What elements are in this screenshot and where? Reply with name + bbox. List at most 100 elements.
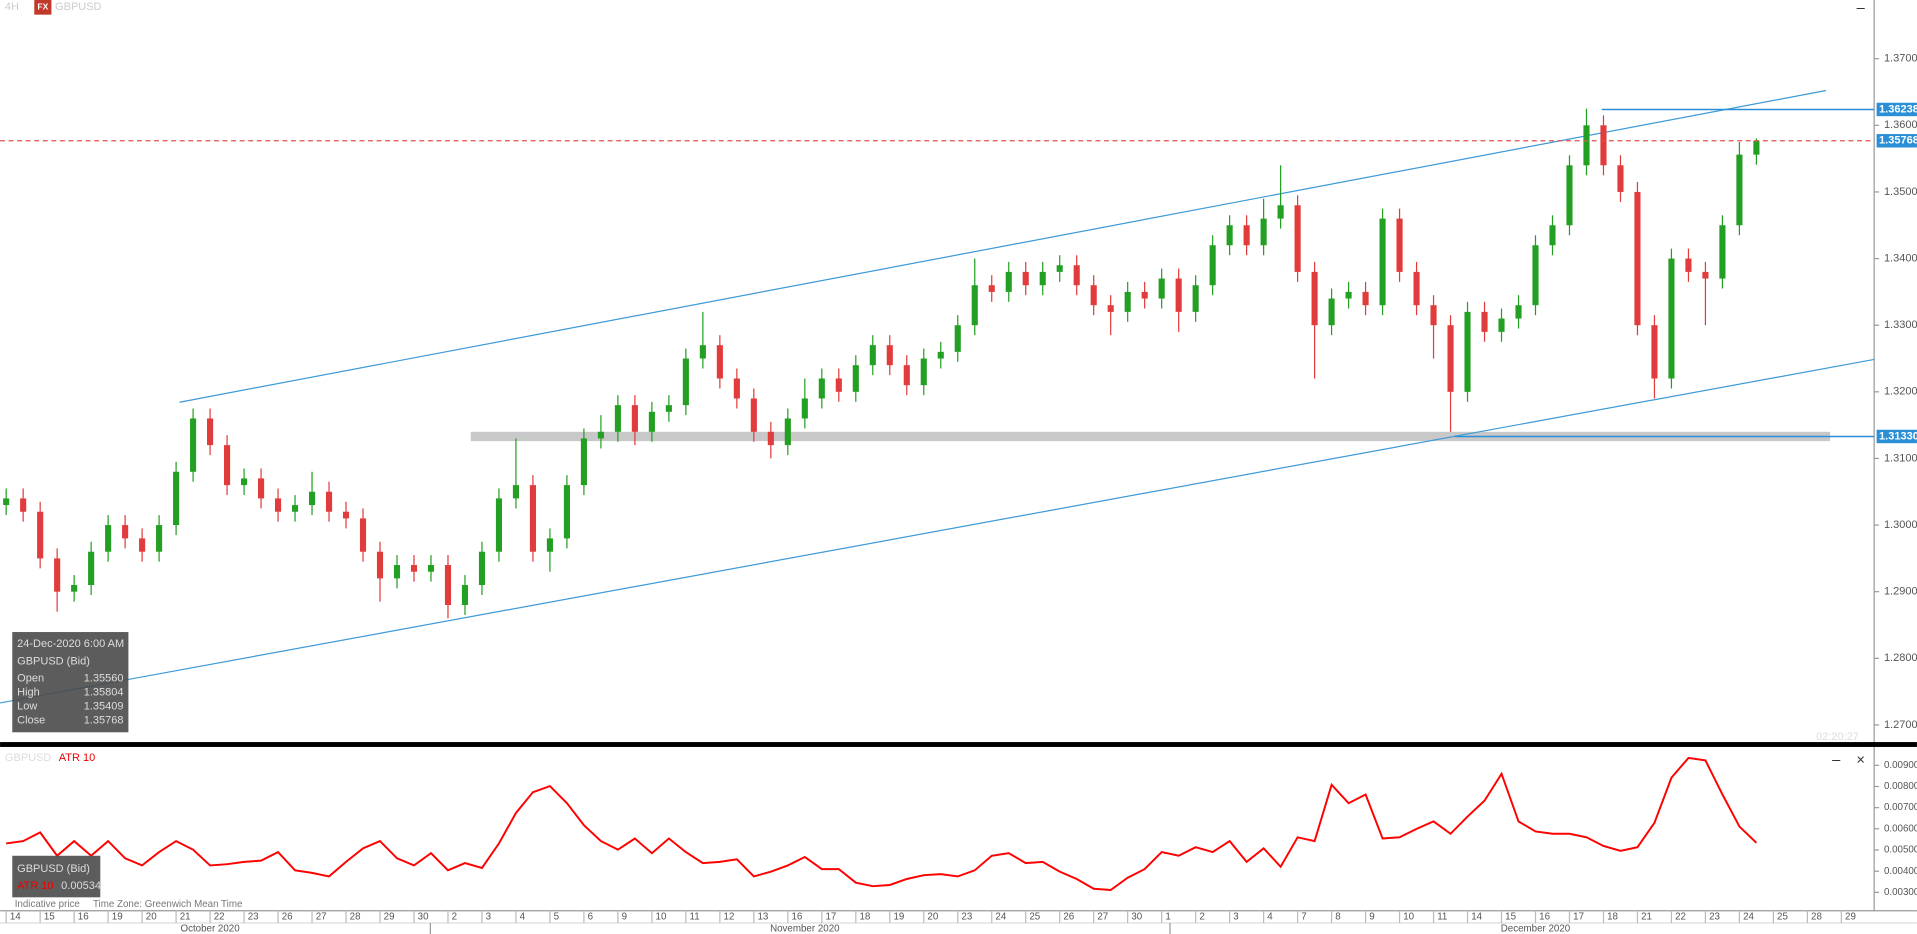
x-tick-label: 23 xyxy=(961,911,972,922)
candle-body xyxy=(1702,271,1709,279)
panel-divider xyxy=(0,742,1917,747)
x-tick-label: 20 xyxy=(146,911,157,922)
x-tick-label: 6 xyxy=(588,911,593,922)
x-tick-label: 11 xyxy=(1437,911,1447,922)
x-tick-label: 15 xyxy=(1505,911,1516,922)
month-label: December 2020 xyxy=(1501,924,1571,934)
x-tick-label: 25 xyxy=(1777,911,1788,922)
y-tick-label: 0.00700 xyxy=(1884,802,1917,813)
candle-body xyxy=(903,365,910,386)
info-symbol: GBPUSD (Bid) xyxy=(17,655,90,667)
y-tick-label: 1.33000 xyxy=(1884,319,1917,331)
x-tick-label: 19 xyxy=(112,911,123,922)
y-tick-label: 1.32000 xyxy=(1884,386,1917,398)
x-tick-label: 10 xyxy=(1403,911,1414,922)
candle-body xyxy=(105,525,112,552)
y-tick-label: 0.00600 xyxy=(1884,823,1917,834)
price-label-bg xyxy=(1876,134,1917,148)
candle-body xyxy=(699,345,706,359)
atr-info-symbol: GBPUSD (Bid) xyxy=(17,863,90,875)
price-label: 1.35768 xyxy=(1879,135,1917,147)
candle-body xyxy=(971,285,978,326)
x-tick-label: 18 xyxy=(1607,911,1618,922)
info-label: High xyxy=(17,686,40,698)
candle-body xyxy=(1141,291,1148,299)
info-value: 1.35768 xyxy=(84,715,124,727)
candle-body xyxy=(563,485,570,539)
candle-body xyxy=(1039,271,1046,286)
zone xyxy=(470,431,1831,442)
x-tick-label: 3 xyxy=(486,911,491,922)
candle-body xyxy=(308,491,316,506)
y-tick-label: 1.27000 xyxy=(1884,719,1917,731)
x-tick-label: 30 xyxy=(1131,911,1142,922)
info-label: Low xyxy=(17,701,37,713)
candle-body xyxy=(767,431,774,446)
atr-symbol: GBPUSD xyxy=(5,752,52,764)
x-tick-label: 3 xyxy=(1233,911,1238,922)
candle-body xyxy=(257,478,265,499)
x-tick-label: 29 xyxy=(384,911,395,922)
footer-timezone: Time Zone: Greenwich Mean Time xyxy=(93,899,242,910)
x-tick-label: 14 xyxy=(1471,911,1482,922)
y-tick-label: 1.37000 xyxy=(1884,53,1917,65)
candle-body xyxy=(682,358,689,406)
y-tick-label: 1.31000 xyxy=(1884,452,1917,464)
y-tick-label: 0.00900 xyxy=(1884,760,1917,771)
clock: 02:20:27 xyxy=(1816,731,1859,743)
candle-body xyxy=(1651,325,1658,379)
atr-info-name: ATR 10 xyxy=(17,880,53,892)
candle-body xyxy=(546,538,553,552)
candle-body xyxy=(291,505,299,512)
y-tick-label: 0.00500 xyxy=(1884,845,1917,856)
candle-body xyxy=(37,511,44,559)
candle-body xyxy=(1243,225,1250,246)
candle-body xyxy=(1209,245,1216,286)
candle-body xyxy=(1498,318,1505,332)
x-tick-label: 27 xyxy=(1097,911,1108,922)
candle-body xyxy=(1345,291,1352,299)
x-tick-label: 13 xyxy=(758,911,769,922)
trendline xyxy=(179,89,1827,403)
candle-body xyxy=(1413,271,1420,306)
x-tick-label: 1 xyxy=(1165,911,1170,922)
candle-body xyxy=(1753,140,1760,155)
x-tick-label: 10 xyxy=(656,911,667,922)
candle-body xyxy=(1617,165,1624,192)
x-tick-label: 24 xyxy=(995,911,1006,922)
x-tick-label: 21 xyxy=(1641,911,1652,922)
x-tick-label: 7 xyxy=(1301,911,1306,922)
x-tick-label: 9 xyxy=(1369,911,1374,922)
info-value: 1.35409 xyxy=(84,701,124,713)
candle-body xyxy=(1226,225,1233,246)
candle-body xyxy=(614,405,621,432)
atr-minimize[interactable]: – xyxy=(1832,752,1841,768)
candle-body xyxy=(954,325,961,352)
candle-body xyxy=(173,471,180,526)
minimize[interactable]: – xyxy=(1857,0,1866,16)
month-label: November 2020 xyxy=(770,924,840,934)
candle-body xyxy=(190,418,197,472)
footer-price: Indicative price xyxy=(15,899,80,910)
info-label: Open xyxy=(17,672,44,684)
x-tick-label: 22 xyxy=(1675,911,1686,922)
x-tick-label: 16 xyxy=(78,911,89,922)
candle-body xyxy=(1073,265,1080,286)
candle-body xyxy=(359,518,367,552)
atr-close[interactable]: × xyxy=(1856,752,1865,768)
x-tick-label: 19 xyxy=(893,911,904,922)
info-label: Close xyxy=(17,715,45,727)
candle-body xyxy=(88,551,95,586)
candle-body xyxy=(54,558,61,592)
candle-body xyxy=(1124,291,1131,312)
candle-body xyxy=(71,585,78,592)
atr-legend: ATR 10 xyxy=(59,752,95,764)
atr-info-value: 0.00534 xyxy=(61,880,101,892)
candle-body xyxy=(869,345,876,366)
candle-body xyxy=(1175,278,1182,312)
candle-body xyxy=(1736,154,1743,226)
candle-body xyxy=(1005,271,1012,292)
x-tick-label: 28 xyxy=(1811,911,1822,922)
candle-body xyxy=(1294,205,1301,272)
x-tick-label: 8 xyxy=(1335,911,1340,922)
